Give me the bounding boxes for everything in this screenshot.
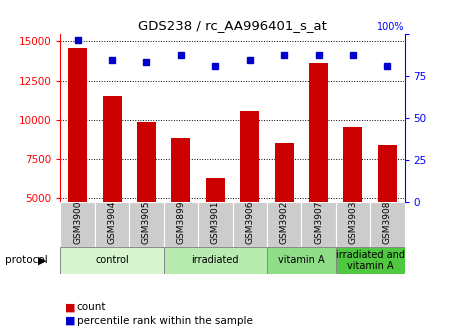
- Text: GSM3901: GSM3901: [211, 200, 220, 244]
- Bar: [206, 178, 225, 202]
- Text: GSM3900: GSM3900: [73, 200, 82, 244]
- Bar: [275, 143, 293, 202]
- Text: ■: ■: [65, 302, 76, 312]
- Text: GSM3902: GSM3902: [279, 200, 289, 244]
- Text: GSM3908: GSM3908: [383, 200, 392, 244]
- Bar: [164, 247, 267, 274]
- Text: irradiated and
vitamin A: irradiated and vitamin A: [336, 250, 405, 271]
- Text: ▶: ▶: [38, 255, 46, 265]
- Bar: [267, 202, 301, 247]
- Bar: [309, 64, 328, 202]
- Bar: [95, 202, 129, 247]
- Bar: [137, 122, 156, 202]
- Bar: [232, 202, 267, 247]
- Text: vitamin A: vitamin A: [278, 255, 325, 265]
- Bar: [336, 202, 370, 247]
- Text: ■: ■: [65, 316, 76, 326]
- Bar: [68, 48, 87, 202]
- Text: protocol: protocol: [5, 255, 47, 265]
- Bar: [344, 127, 362, 202]
- Bar: [60, 202, 95, 247]
- Text: GSM3903: GSM3903: [348, 200, 358, 244]
- Text: irradiated: irradiated: [192, 255, 239, 265]
- Text: 100%: 100%: [377, 22, 405, 32]
- Text: GSM3907: GSM3907: [314, 200, 323, 244]
- Bar: [172, 138, 190, 202]
- Text: count: count: [77, 302, 106, 312]
- Bar: [370, 202, 405, 247]
- Text: control: control: [95, 255, 129, 265]
- Bar: [378, 145, 397, 202]
- Bar: [267, 247, 336, 274]
- Bar: [198, 202, 232, 247]
- Bar: [164, 202, 198, 247]
- Bar: [240, 111, 259, 202]
- Bar: [103, 96, 121, 202]
- Text: GSM3904: GSM3904: [107, 200, 117, 244]
- Bar: [60, 247, 164, 274]
- Title: GDS238 / rc_AA996401_s_at: GDS238 / rc_AA996401_s_at: [138, 19, 327, 33]
- Bar: [301, 202, 336, 247]
- Text: GSM3906: GSM3906: [245, 200, 254, 244]
- Text: GSM3905: GSM3905: [142, 200, 151, 244]
- Bar: [129, 202, 164, 247]
- Bar: [336, 247, 405, 274]
- Text: GSM3899: GSM3899: [176, 200, 186, 244]
- Text: percentile rank within the sample: percentile rank within the sample: [77, 316, 252, 326]
